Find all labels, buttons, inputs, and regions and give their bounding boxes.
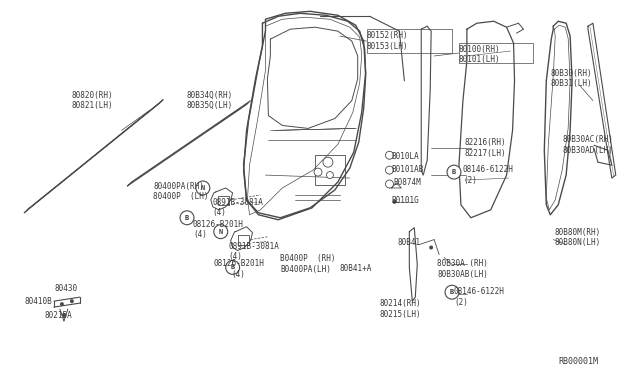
Circle shape <box>447 165 461 179</box>
Bar <box>218 196 228 205</box>
Bar <box>367 29 452 53</box>
Circle shape <box>385 151 394 159</box>
Text: 80B41+A: 80B41+A <box>340 264 372 273</box>
Circle shape <box>60 302 64 306</box>
Text: B0874M: B0874M <box>394 178 421 187</box>
Bar <box>315 155 345 185</box>
Text: 80410B: 80410B <box>24 297 52 306</box>
Circle shape <box>385 180 394 188</box>
Circle shape <box>180 211 194 225</box>
Circle shape <box>392 200 396 204</box>
Circle shape <box>226 260 239 274</box>
Text: B0400P  (RH)
B0400PA(LH): B0400P (RH) B0400PA(LH) <box>280 254 336 274</box>
Circle shape <box>62 313 66 317</box>
Circle shape <box>445 285 459 299</box>
Text: B010LA: B010LA <box>392 152 419 161</box>
Text: N: N <box>219 229 223 235</box>
Text: 08126-B201H
(4): 08126-B201H (4) <box>193 220 244 239</box>
Text: 80B30AC(RH)
80B30AD(LH): 80B30AC(RH) 80B30AD(LH) <box>562 135 613 155</box>
Text: 82216(RH)
82217(LH): 82216(RH) 82217(LH) <box>465 138 506 158</box>
Circle shape <box>214 225 228 238</box>
Text: N: N <box>201 185 205 191</box>
Text: 80400PA(RH)
80400P  (LH): 80400PA(RH) 80400P (LH) <box>153 182 209 201</box>
Text: 80B30(RH)
80B31(LH): 80B30(RH) 80B31(LH) <box>550 69 592 88</box>
Text: 08146-6122H
(2): 08146-6122H (2) <box>463 165 514 185</box>
Text: 80215A: 80215A <box>44 311 72 320</box>
Circle shape <box>326 171 333 179</box>
Text: 08126-B201H
(4): 08126-B201H (4) <box>213 259 264 279</box>
Text: B0101G: B0101G <box>392 196 419 205</box>
Text: 0891B-3081A
(4): 0891B-3081A (4) <box>228 241 280 261</box>
Text: 80B41: 80B41 <box>397 238 420 247</box>
Text: 80100(RH)
80101(LH): 80100(RH) 80101(LH) <box>459 45 500 64</box>
Text: 08146-6122H
(2): 08146-6122H (2) <box>454 287 505 307</box>
Circle shape <box>196 181 210 195</box>
Text: B: B <box>450 289 454 295</box>
Text: 0891B-3081A
(4): 0891B-3081A (4) <box>213 198 264 217</box>
Text: B0101AB: B0101AB <box>392 165 424 174</box>
Text: 80B30A (RH)
80B30AB(LH): 80B30A (RH) 80B30AB(LH) <box>437 259 488 279</box>
Bar <box>237 235 248 244</box>
Circle shape <box>429 246 433 250</box>
Text: 80820(RH)
80821(LH): 80820(RH) 80821(LH) <box>72 91 113 110</box>
Circle shape <box>385 166 394 174</box>
Text: 80B80M(RH)
80B80N(LH): 80B80M(RH) 80B80N(LH) <box>554 228 600 247</box>
Text: RB00001M: RB00001M <box>558 357 598 366</box>
Circle shape <box>323 157 333 167</box>
Text: 80152(RH)
80153(LH): 80152(RH) 80153(LH) <box>367 31 408 51</box>
Text: B: B <box>230 264 235 270</box>
Text: B: B <box>185 215 189 221</box>
Text: 80430: 80430 <box>54 284 77 293</box>
Bar <box>459 43 533 63</box>
Circle shape <box>314 168 322 176</box>
Text: B: B <box>452 169 456 175</box>
Circle shape <box>70 299 74 303</box>
Text: 80B34Q(RH)
80B35Q(LH): 80B34Q(RH) 80B35Q(LH) <box>186 91 232 110</box>
Text: 80214(RH)
80215(LH): 80214(RH) 80215(LH) <box>380 299 421 318</box>
